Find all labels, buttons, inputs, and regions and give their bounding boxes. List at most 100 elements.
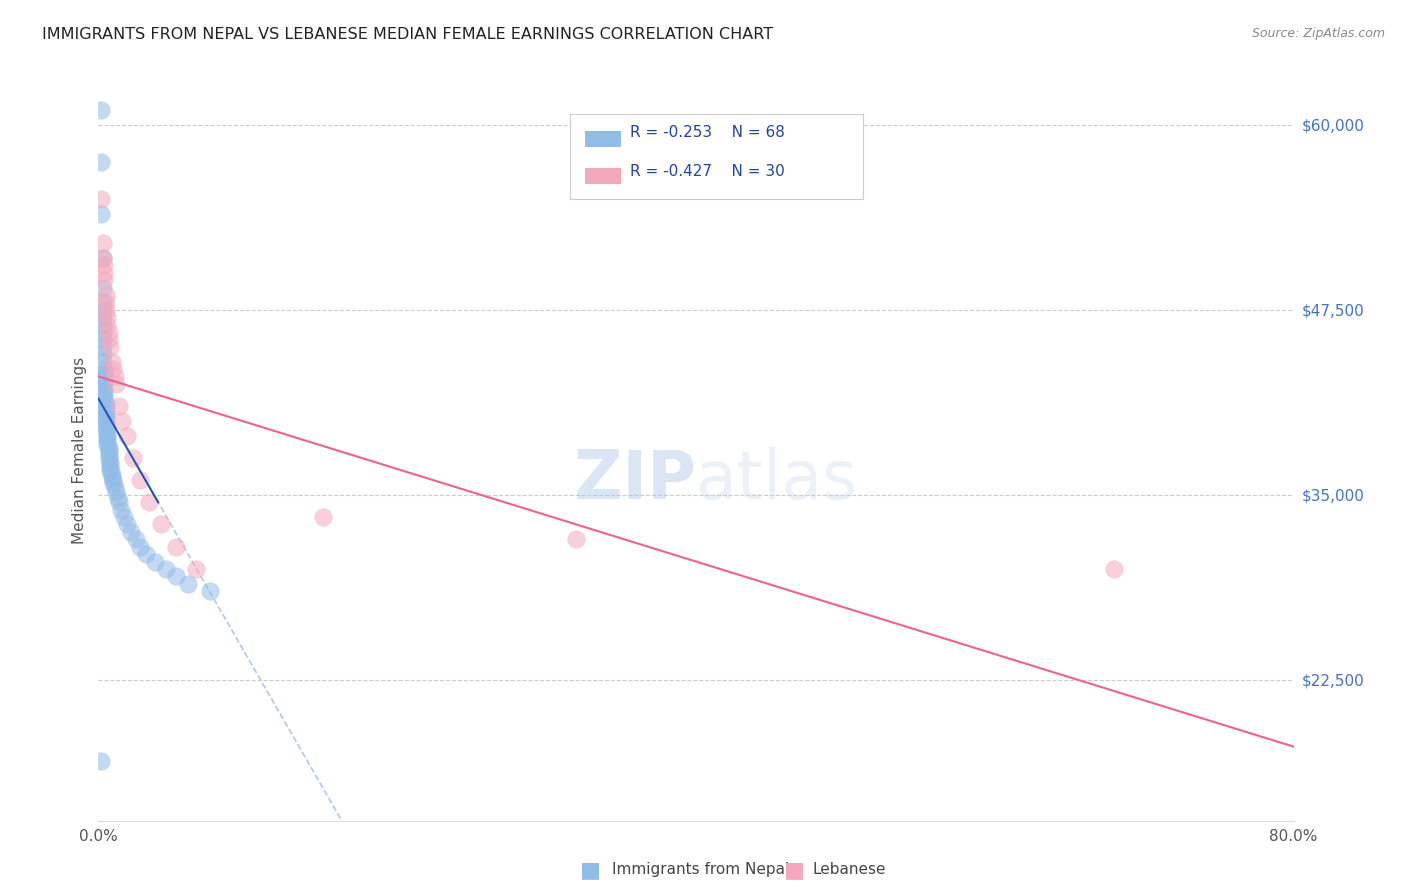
- Point: [94, 423, 117, 437]
- Point: [110, 502, 132, 516]
- Point: [103, 476, 125, 491]
- Point: [91, 318, 114, 332]
- Point: [96, 432, 118, 446]
- Point: [115, 517, 138, 532]
- Point: [96, 437, 118, 451]
- Point: [94, 288, 117, 302]
- Point: [91, 236, 114, 251]
- Text: ■: ■: [785, 860, 804, 880]
- Point: [96, 318, 118, 332]
- Point: [97, 452, 120, 467]
- Point: [94, 408, 117, 422]
- Point: [93, 369, 115, 384]
- FancyBboxPatch shape: [585, 169, 620, 184]
- Point: [125, 533, 148, 547]
- Text: R = -0.427    N = 30: R = -0.427 N = 30: [630, 164, 785, 178]
- Point: [120, 524, 142, 539]
- Point: [91, 251, 114, 265]
- Point: [91, 310, 114, 325]
- Point: [90, 206, 112, 220]
- Point: [94, 414, 117, 428]
- Point: [98, 458, 122, 473]
- Point: [91, 295, 114, 310]
- Point: [97, 450, 120, 464]
- Point: [115, 428, 138, 442]
- Point: [93, 258, 115, 272]
- Point: [94, 396, 117, 410]
- Point: [98, 455, 122, 469]
- Point: [103, 362, 125, 376]
- Point: [97, 443, 120, 458]
- Point: [138, 495, 160, 509]
- Point: [105, 484, 128, 499]
- Point: [94, 405, 117, 419]
- Point: [98, 461, 122, 475]
- Text: Immigrants from Nepal: Immigrants from Nepal: [612, 863, 789, 877]
- Point: [90, 103, 112, 117]
- Point: [101, 467, 124, 482]
- Point: [97, 325, 120, 339]
- Point: [121, 450, 143, 465]
- Point: [150, 517, 173, 532]
- Point: [91, 280, 114, 294]
- Point: [91, 302, 114, 317]
- Text: R = -0.253    N = 68: R = -0.253 N = 68: [630, 125, 785, 140]
- FancyBboxPatch shape: [585, 131, 620, 147]
- Point: [94, 295, 117, 310]
- Point: [101, 354, 124, 368]
- Point: [111, 414, 134, 428]
- Point: [200, 584, 222, 599]
- Point: [90, 154, 112, 169]
- Point: [135, 547, 157, 561]
- Point: [91, 347, 114, 361]
- Point: [94, 399, 117, 413]
- Y-axis label: Median Female Earnings: Median Female Earnings: [72, 357, 87, 544]
- Text: ZIP: ZIP: [574, 447, 696, 513]
- Point: [93, 387, 115, 401]
- Point: [165, 540, 187, 554]
- Text: Lebanese: Lebanese: [813, 863, 886, 877]
- Point: [104, 480, 127, 494]
- Point: [93, 392, 115, 406]
- Point: [90, 192, 112, 206]
- Point: [112, 510, 135, 524]
- Point: [93, 362, 115, 376]
- Point: [93, 372, 115, 386]
- Point: [105, 376, 128, 391]
- Point: [93, 266, 115, 280]
- Point: [311, 510, 333, 524]
- Point: [94, 417, 117, 431]
- Point: [96, 425, 118, 440]
- Point: [93, 367, 115, 381]
- Point: [93, 273, 115, 287]
- Point: [98, 464, 122, 478]
- Point: [94, 402, 117, 417]
- Point: [91, 332, 114, 346]
- Point: [94, 410, 117, 425]
- Point: [94, 419, 117, 434]
- Text: IMMIGRANTS FROM NEPAL VS LEBANESE MEDIAN FEMALE EARNINGS CORRELATION CHART: IMMIGRANTS FROM NEPAL VS LEBANESE MEDIAN…: [42, 27, 773, 42]
- Point: [94, 302, 117, 317]
- Point: [143, 554, 166, 569]
- Point: [97, 446, 120, 460]
- Point: [184, 562, 207, 576]
- Point: [91, 325, 114, 339]
- Point: [165, 569, 187, 583]
- Point: [97, 332, 120, 346]
- FancyBboxPatch shape: [571, 113, 863, 199]
- Point: [98, 340, 122, 354]
- Point: [129, 473, 152, 487]
- Point: [97, 441, 120, 455]
- Point: [96, 428, 118, 442]
- Point: [91, 340, 114, 354]
- Point: [155, 562, 177, 576]
- Point: [93, 376, 115, 391]
- Point: [177, 576, 200, 591]
- Point: [108, 495, 131, 509]
- Point: [91, 251, 114, 265]
- Text: Source: ZipAtlas.com: Source: ZipAtlas.com: [1251, 27, 1385, 40]
- Point: [565, 533, 588, 547]
- Point: [96, 434, 118, 449]
- Point: [129, 540, 152, 554]
- Text: atlas: atlas: [696, 447, 856, 513]
